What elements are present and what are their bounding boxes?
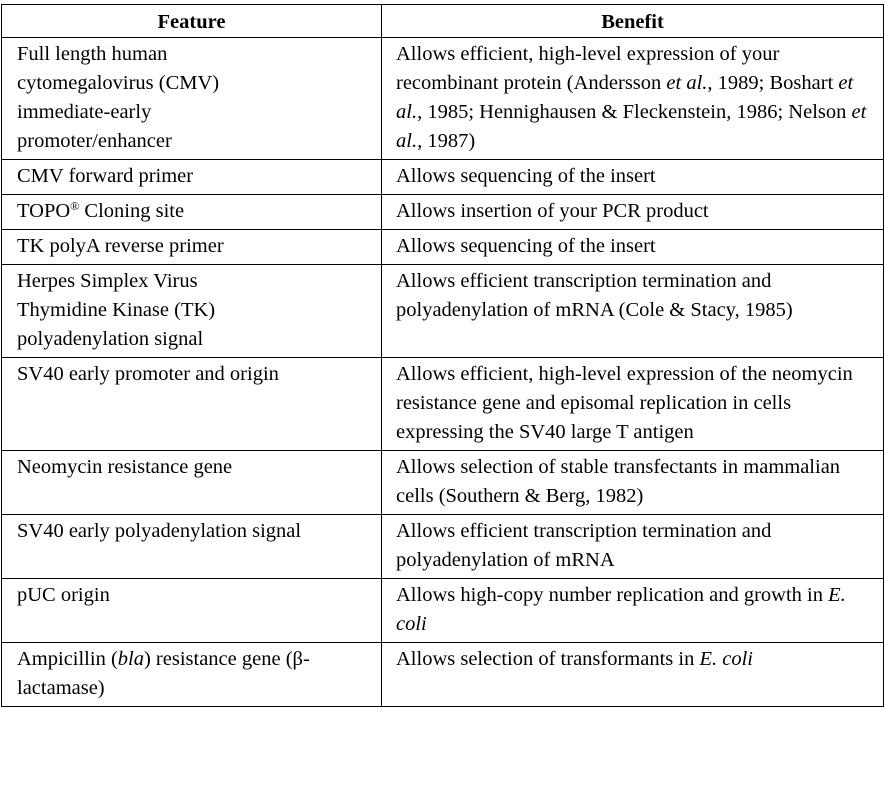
benefit-cell: Allows efficient transcription terminati… xyxy=(381,264,884,358)
table-row: SV40 early polyadenylation signal Allows… xyxy=(1,514,884,579)
benefit-cell: Allows sequencing of the insert xyxy=(381,229,884,265)
feature-cell: Full length human cytomegalovirus (CMV) … xyxy=(1,37,382,160)
benefit-cell: Allows high-copy number replication and … xyxy=(381,578,884,643)
feature-cell: TOPO® Cloning site xyxy=(1,194,382,230)
table-row: TOPO® Cloning site Allows insertion of y… xyxy=(1,194,884,230)
features-table: Feature Benefit Full length human cytome… xyxy=(1,4,884,707)
feature-cell: SV40 early polyadenylation signal xyxy=(1,514,382,579)
feature-cell: Ampicillin (bla) resistance gene (β-lact… xyxy=(1,642,382,707)
benefit-cell: Allows efficient, high-level expression … xyxy=(381,37,884,160)
table-row: TK polyA reverse primer Allows sequencin… xyxy=(1,229,884,265)
table-row: Herpes Simplex Virus Thymidine Kinase (T… xyxy=(1,264,884,358)
table-row: CMV forward primer Allows sequencing of … xyxy=(1,159,884,195)
feature-cell: SV40 early promoter and origin xyxy=(1,357,382,451)
benefit-cell: Allows sequencing of the insert xyxy=(381,159,884,195)
benefit-cell: Allows insertion of your PCR product xyxy=(381,194,884,230)
feature-cell: Herpes Simplex Virus Thymidine Kinase (T… xyxy=(1,264,382,358)
feature-cell: Neomycin resistance gene xyxy=(1,450,382,515)
benefit-cell: Allows selection of stable transfectants… xyxy=(381,450,884,515)
benefit-column-header: Benefit xyxy=(381,4,884,38)
table-row: Neomycin resistance gene Allows selectio… xyxy=(1,450,884,515)
header-row: Feature Benefit xyxy=(1,4,884,38)
feature-cell: TK polyA reverse primer xyxy=(1,229,382,265)
registered-mark: ® xyxy=(70,199,80,213)
benefit-cell: Allows efficient transcription terminati… xyxy=(381,514,884,579)
table-row: SV40 early promoter and origin Allows ef… xyxy=(1,357,884,451)
feature-column-header: Feature xyxy=(1,4,382,38)
table-row: Ampicillin (bla) resistance gene (β-lact… xyxy=(1,642,884,707)
feature-cell: CMV forward primer xyxy=(1,159,382,195)
table-row: Full length human cytomegalovirus (CMV) … xyxy=(1,37,884,160)
feature-cell: pUC origin xyxy=(1,578,382,643)
benefit-cell: Allows selection of transformants in E. … xyxy=(381,642,884,707)
benefit-cell: Allows efficient, high-level expression … xyxy=(381,357,884,451)
table-row: pUC origin Allows high-copy number repli… xyxy=(1,578,884,643)
